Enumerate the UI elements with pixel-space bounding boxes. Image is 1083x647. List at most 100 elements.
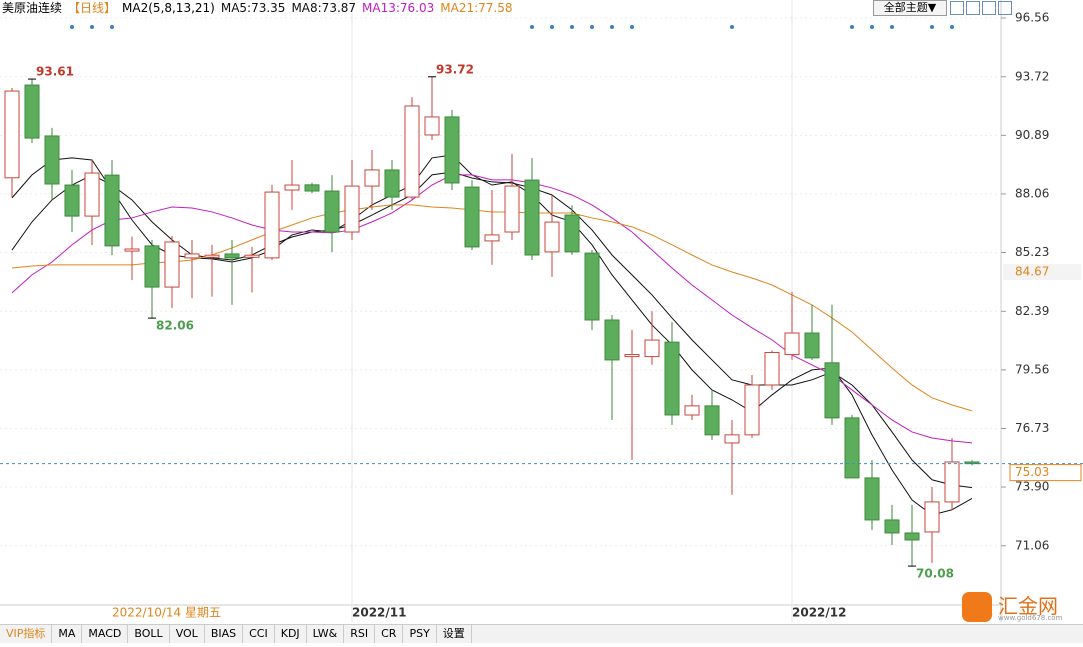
candle-body bbox=[744, 384, 760, 436]
candle-body bbox=[124, 248, 140, 252]
candle-body bbox=[604, 319, 620, 361]
extreme-label: 70.08 bbox=[916, 567, 954, 581]
tab[interactable]: MA bbox=[52, 625, 83, 643]
candle-body bbox=[464, 186, 480, 248]
candle-body bbox=[4, 90, 20, 179]
candle-body bbox=[304, 184, 320, 192]
candle-body bbox=[704, 405, 720, 436]
y-tick-label: 85.23 bbox=[1015, 245, 1049, 259]
y-tick-label: 93.72 bbox=[1015, 69, 1049, 83]
candle-body bbox=[284, 184, 300, 191]
candle-body bbox=[384, 169, 400, 198]
tab[interactable]: RSI bbox=[344, 625, 376, 643]
event-dots bbox=[70, 25, 954, 29]
y-tick-label: 76.73 bbox=[1015, 421, 1049, 435]
ma-line bbox=[11, 174, 973, 444]
candle-body bbox=[924, 501, 940, 533]
header: 美原油连续 【日线】 MA2(5,8,13,21) MA5:73.35 MA8:7… bbox=[2, 0, 513, 16]
ma-legend: MA8:73.87 bbox=[291, 1, 357, 15]
ma-legend: MA5:73.35 bbox=[220, 1, 286, 15]
tab[interactable]: 设置 bbox=[437, 625, 472, 643]
candle-body bbox=[104, 174, 120, 247]
candle-body bbox=[24, 84, 40, 139]
tab[interactable]: MACD bbox=[82, 625, 129, 643]
indicator-tabs: VIP指标 MA MACD BOLL VOL BIAS CCI KDJ LW& RSI CR PSY 设… bbox=[0, 624, 1083, 643]
candle-body bbox=[684, 405, 700, 416]
cursor-date: 2022/10/14 星期五 bbox=[112, 606, 221, 620]
logo: 汇金网 www.gold678.com bbox=[962, 590, 1078, 624]
candle-body bbox=[224, 253, 240, 259]
y-tick-label: 82.39 bbox=[1015, 304, 1049, 318]
candle-body bbox=[544, 221, 560, 253]
candle-body bbox=[564, 214, 580, 253]
candle-body bbox=[204, 254, 220, 258]
candle-body bbox=[484, 234, 500, 242]
candle-body bbox=[364, 169, 380, 187]
candle-body bbox=[324, 190, 340, 233]
logo-name: 汇金网 bbox=[998, 594, 1058, 618]
ma-legend: MA21:77.58 bbox=[440, 1, 513, 15]
marker-box bbox=[1003, 264, 1081, 281]
candle-body bbox=[944, 461, 960, 503]
tab[interactable]: KDJ bbox=[275, 625, 307, 643]
candle-body bbox=[844, 417, 860, 479]
candle-body bbox=[524, 179, 540, 256]
x-tick-label: 2022/12 bbox=[792, 606, 846, 620]
candle-body bbox=[764, 351, 780, 386]
tab[interactable]: BOLL bbox=[128, 625, 170, 643]
last-price-label: 75.03 bbox=[1015, 465, 1049, 479]
tab[interactable]: CCI bbox=[243, 625, 275, 643]
extreme-label: 93.72 bbox=[436, 62, 474, 76]
indicator: MA2(5,8,13,21) bbox=[122, 1, 215, 15]
marker-label: 84.67 bbox=[1015, 265, 1049, 279]
tab[interactable]: BIAS bbox=[205, 625, 244, 643]
period: 【日线】 bbox=[68, 1, 117, 15]
candle-body bbox=[504, 185, 520, 233]
candle-body bbox=[64, 184, 80, 217]
tab[interactable]: VIP指标 bbox=[0, 625, 53, 643]
candle-body bbox=[344, 185, 360, 233]
icon-button[interactable] bbox=[950, 1, 964, 15]
candle-body bbox=[624, 354, 640, 358]
candle-body bbox=[184, 253, 200, 259]
x-tick-label: 2022/11 bbox=[352, 606, 406, 620]
y-tick-label: 88.06 bbox=[1015, 186, 1049, 200]
candle-body bbox=[884, 519, 900, 534]
tab[interactable]: CR bbox=[375, 625, 404, 643]
icon-button[interactable] bbox=[966, 1, 980, 15]
candle-body bbox=[244, 254, 260, 258]
candle-body bbox=[264, 191, 280, 259]
last-price-box bbox=[1009, 464, 1082, 482]
toolbar bbox=[950, 1, 1012, 15]
extreme-label: 82.06 bbox=[156, 319, 194, 333]
theme-button[interactable]: 全部主题▼ bbox=[873, 0, 947, 16]
y-tick-label: 90.89 bbox=[1015, 128, 1049, 142]
y-tick-label: 73.90 bbox=[1015, 480, 1049, 494]
candle-body bbox=[804, 332, 820, 359]
candle-body bbox=[404, 105, 420, 198]
tab[interactable]: VOL bbox=[170, 625, 205, 643]
candle-body bbox=[784, 332, 800, 356]
title: 美原油连续 bbox=[2, 1, 63, 15]
candle-body bbox=[444, 116, 460, 184]
candle-body bbox=[424, 116, 440, 136]
tab[interactable]: LW& bbox=[307, 625, 345, 643]
tab[interactable]: PSY bbox=[403, 625, 437, 643]
candle-body bbox=[164, 241, 180, 288]
candle-body bbox=[664, 341, 680, 416]
y-tick-label: 79.56 bbox=[1015, 362, 1049, 376]
icon-button[interactable] bbox=[998, 1, 1012, 15]
logo-icon bbox=[962, 592, 992, 622]
logo-url: www.gold678.com bbox=[998, 614, 1063, 622]
y-tick-label: 96.56 bbox=[1015, 11, 1049, 25]
candle-body bbox=[824, 362, 840, 419]
y-tick-label: 71.06 bbox=[1015, 538, 1049, 552]
candle-body bbox=[144, 245, 160, 288]
candle-body bbox=[904, 532, 920, 541]
ma-legend: MA13:76.03 bbox=[362, 1, 435, 15]
candle-body bbox=[584, 252, 600, 321]
candle-body bbox=[644, 339, 660, 358]
icon-button[interactable] bbox=[982, 1, 996, 15]
